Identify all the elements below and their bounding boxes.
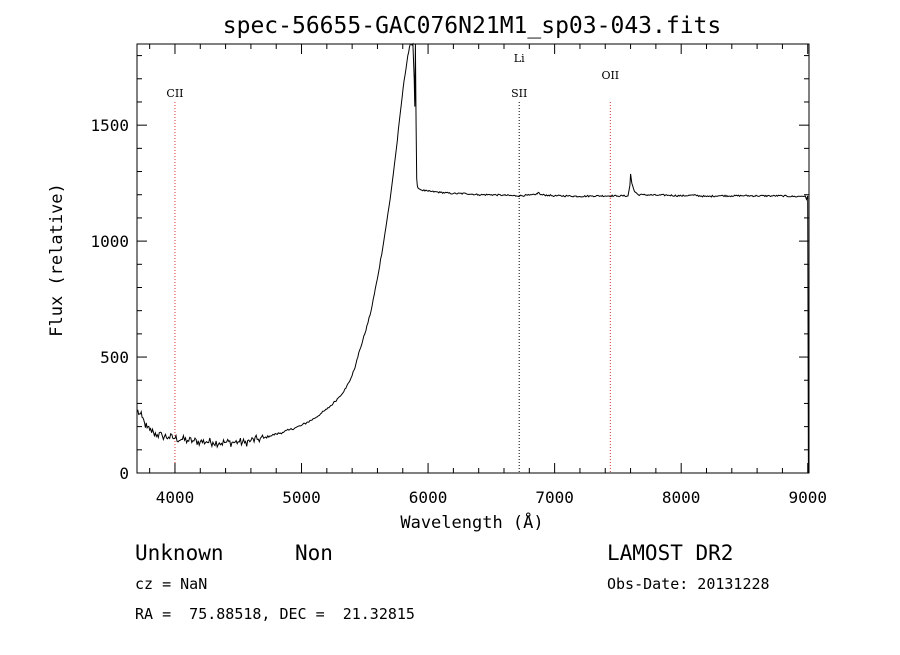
reference-label-cii: CII: [166, 87, 183, 100]
tick-labels: 4000 5000 6000 7000 8000 9000 0 500 1000 1500: [90, 116, 827, 507]
observation-date: Obs-Date: 20131228: [607, 575, 770, 593]
x-tick-label: 4000: [156, 488, 195, 507]
y-axis-label: Flux (relative): [47, 183, 67, 337]
series-layer: [136, 42, 809, 474]
y-tick-label: 500: [100, 348, 129, 367]
redshift-cz: cz = NaN: [135, 575, 207, 593]
x-tick-label: 6000: [409, 488, 448, 507]
reference-label-oii: OII: [601, 69, 619, 82]
reference-label-sii: SII: [511, 87, 527, 100]
survey-name: LAMOST DR2: [607, 541, 733, 565]
y-tick-label: 0: [119, 464, 129, 483]
plot-frame: [136, 43, 810, 474]
coordinates: RA = 75.88518, DEC = 21.32815: [135, 605, 415, 623]
x-tick-label: 8000: [662, 488, 701, 507]
y-tick-label: 1000: [90, 232, 129, 251]
x-tick-label: 9000: [788, 488, 827, 507]
reference-lines: CII SII Li OII: [166, 52, 619, 473]
axis-ticks: [137, 44, 809, 474]
y-tick-label: 1500: [90, 116, 129, 135]
reference-label-li: Li: [514, 52, 525, 65]
chart-title: spec-56655-GAC076N21M1_sp03-043.fits: [223, 13, 722, 39]
x-tick-label: 5000: [282, 488, 321, 507]
spectrum-series-line-0: [136, 42, 809, 474]
object-subclass: Non: [295, 541, 333, 565]
x-axis-label: Wavelength (Å): [400, 511, 543, 533]
x-tick-label: 7000: [535, 488, 574, 507]
object-class: Unknown: [135, 541, 224, 565]
